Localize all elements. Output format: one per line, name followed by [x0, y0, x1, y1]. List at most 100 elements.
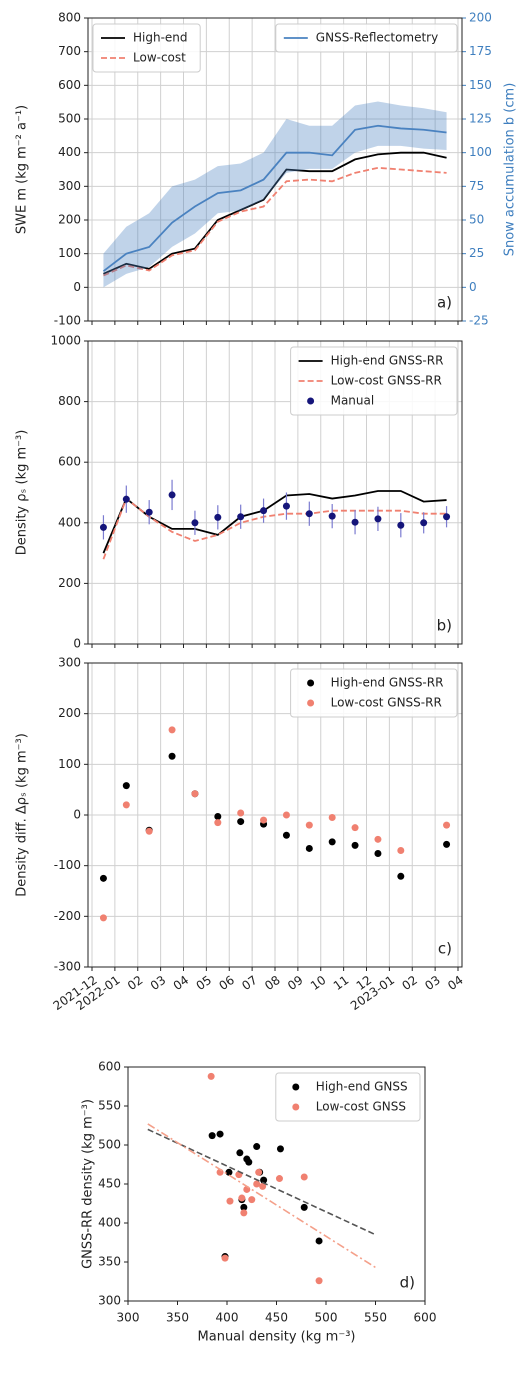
y-tick-label: 200: [58, 213, 81, 227]
y2-tick-label: -25: [469, 314, 489, 328]
data-point: [207, 1072, 215, 1080]
data-point: [237, 809, 245, 817]
x-tick-label: 400: [216, 1311, 239, 1325]
data-point: [168, 726, 176, 734]
data-point: [315, 1277, 323, 1285]
data-point: [275, 1175, 283, 1183]
data-point: [236, 1149, 244, 1157]
data-point: [420, 519, 428, 527]
y-tick-label: 0: [73, 280, 81, 294]
plot-frame: [87, 17, 463, 322]
data-point: [191, 790, 199, 798]
x-tick-label: 11: [331, 973, 352, 993]
y-tick-label: 500: [58, 112, 81, 126]
y-tick-label: 600: [98, 1060, 121, 1074]
x-tick-label: 10: [308, 973, 329, 993]
y-axis-label: Density ρₛ (kg m⁻³): [15, 430, 30, 556]
data-point: [168, 752, 176, 760]
x-tick-label: 02: [125, 973, 146, 993]
legend-label: GNSS-Reflectometry: [316, 31, 438, 45]
x-tick-label: 04: [171, 973, 192, 993]
data-point: [237, 818, 245, 826]
panel-label: c): [438, 940, 452, 958]
data-point: [122, 801, 130, 809]
x-tick-label: 03: [148, 973, 169, 993]
panel-label: a): [437, 294, 452, 312]
data-line: [103, 166, 447, 277]
y-tick-label: 550: [98, 1099, 121, 1113]
y2-tick-label: 50: [469, 213, 484, 227]
x-tick-label: 550: [364, 1311, 387, 1325]
y-tick-label: 400: [58, 145, 81, 159]
data-point: [208, 1132, 216, 1140]
legend-label: Low-cost: [133, 51, 186, 65]
data-point: [443, 513, 451, 521]
data-point: [300, 1203, 308, 1211]
y2-tick-label: 75: [469, 179, 484, 193]
y-tick-label: -100: [54, 314, 81, 328]
data-point: [282, 811, 290, 819]
y-tick-label: 300: [98, 1294, 121, 1308]
data-point: [253, 1143, 261, 1151]
legend-marker: [307, 699, 315, 707]
y-tick-label: 800: [58, 11, 81, 25]
data-line: [103, 151, 447, 275]
y-tick-label: 300: [58, 179, 81, 193]
y-tick-label: 400: [98, 1216, 121, 1230]
trend-line: [147, 1123, 376, 1269]
plot-frame: [127, 1066, 426, 1302]
y-tick-label: 0: [73, 637, 81, 651]
y-tick-label: -200: [54, 909, 81, 923]
data-line: [102, 497, 447, 560]
y-tick-label: 500: [98, 1138, 121, 1152]
data-point: [328, 838, 336, 846]
y-axis-label: GNSS-RR density (kg m⁻³): [81, 1099, 96, 1269]
legend-label: Low-cost GNSS: [316, 1100, 406, 1114]
data-point: [276, 1145, 284, 1153]
y-tick-label: 100: [58, 757, 81, 771]
y-tick-label: 0: [73, 808, 81, 822]
x-tick-label: 06: [216, 973, 237, 993]
legend-label: High-end GNSS-RR: [331, 354, 444, 368]
data-point: [260, 507, 268, 515]
data-point: [214, 813, 222, 821]
data-point: [238, 1194, 246, 1202]
x-tick-label: 600: [414, 1311, 437, 1325]
data-point: [374, 850, 382, 858]
legend-label: High-end GNSS-RR: [331, 676, 444, 690]
y-tick-label: 100: [58, 246, 81, 260]
x-tick-label: 09: [285, 973, 306, 993]
data-point: [122, 782, 130, 790]
y2-tick-label: 0: [469, 280, 477, 294]
y-tick-label: 450: [98, 1177, 121, 1191]
legend-marker: [307, 679, 315, 687]
data-point: [99, 874, 107, 882]
data-point: [351, 824, 359, 832]
x-tick-label: 05: [194, 973, 215, 993]
data-point: [305, 821, 313, 829]
data-point: [225, 1168, 233, 1176]
x-tick-label: 03: [422, 973, 443, 993]
x-tick-label: 04: [445, 973, 466, 993]
data-point: [191, 519, 199, 527]
data-point: [397, 521, 405, 529]
y2-tick-label: 100: [469, 145, 492, 159]
data-line: [102, 490, 447, 554]
data-point: [248, 1196, 256, 1204]
data-point: [259, 1182, 267, 1190]
y-tick-label: -300: [54, 960, 81, 974]
x-tick-label: 500: [315, 1311, 338, 1325]
data-point: [99, 914, 107, 922]
y-tick-label: 700: [58, 44, 81, 58]
data-point: [253, 1180, 261, 1188]
data-point: [397, 872, 405, 880]
data-point: [282, 831, 290, 839]
y-tick-label: 600: [58, 78, 81, 92]
legend-marker: [307, 397, 315, 405]
legend-box: [275, 1072, 421, 1122]
panel-label: b): [437, 617, 452, 635]
data-point: [255, 1168, 263, 1176]
data-point: [245, 1158, 253, 1166]
x-tick-label: 450: [265, 1311, 288, 1325]
